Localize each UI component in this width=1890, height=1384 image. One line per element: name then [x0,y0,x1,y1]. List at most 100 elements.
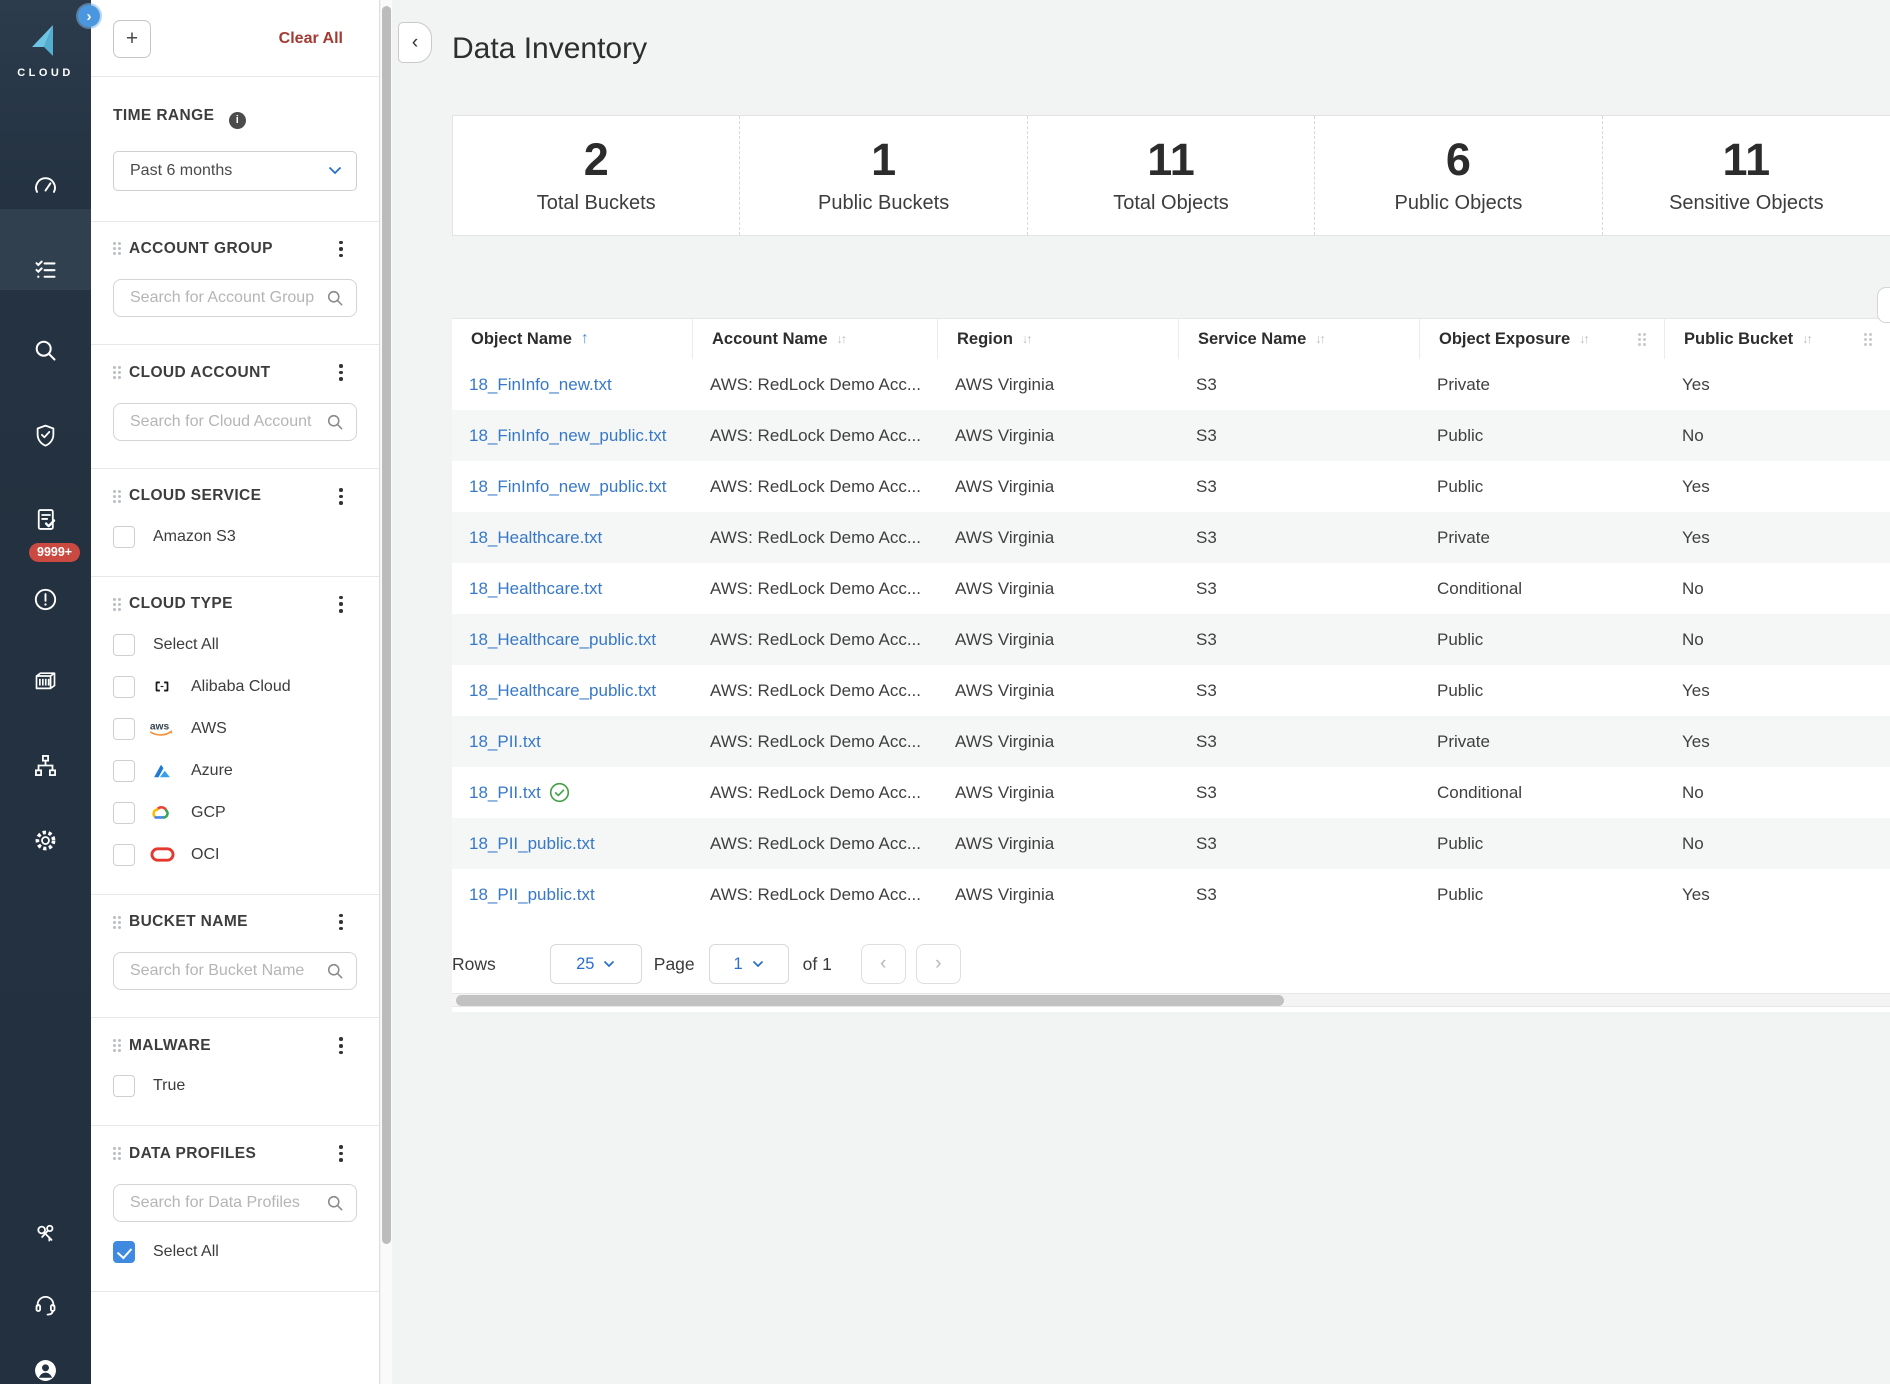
checkbox[interactable] [113,802,135,824]
filter-section-cloud-service: CLOUD SERVICEAmazon S3 [91,469,379,577]
filter-panel-scrollbar-track [381,0,392,1384]
add-filter-button[interactable]: + [113,20,151,58]
object-name-link[interactable]: 18_FinInfo_new_public.txt [469,477,667,497]
cell-object-name: 18_Healthcare_public.txt [452,681,693,701]
kebab-menu-icon[interactable] [337,486,345,507]
expand-panel-button[interactable]: › [78,5,100,27]
checkbox[interactable] [113,760,135,782]
object-name-link[interactable]: 18_PII_public.txt [469,885,595,905]
filter-section-title: CLOUD SERVICE [129,487,261,505]
kebab-menu-icon[interactable] [337,1143,345,1164]
horizontal-scrollbar-track [452,993,1890,1007]
checkbox[interactable] [113,1075,135,1097]
sidebar-item-settings[interactable] [0,811,91,869]
region-text: AWS Virginia [955,834,1054,854]
object-name-link[interactable]: 18_FinInfo_new_public.txt [469,426,667,446]
drag-handle-icon[interactable] [113,242,121,255]
drag-handle-icon[interactable] [113,490,121,503]
kebab-menu-icon[interactable] [337,1035,345,1056]
checkbox[interactable] [113,676,135,698]
time-range-dropdown[interactable]: Past 6 months [113,151,357,191]
filter-option-label: OCI [191,846,219,864]
cell-object-exposure: Public [1420,477,1665,497]
checkbox[interactable] [113,718,135,740]
object-name-link[interactable]: 18_PII_public.txt [469,834,595,854]
object-name-link[interactable]: 18_Healthcare_public.txt [469,630,656,650]
checked-checkbox[interactable] [113,1241,135,1263]
kebab-menu-icon[interactable] [337,594,345,615]
kebab-menu-icon[interactable] [337,239,345,260]
object-exposure-text: Public [1437,630,1483,650]
sort-icon: ↓↑ [1579,332,1588,346]
checkbox[interactable] [113,844,135,866]
bucket-name-search-input[interactable] [113,952,357,990]
checkbox[interactable] [113,634,135,656]
column-header-service-name[interactable]: Service Name↓↑ [1179,319,1420,359]
service-name-text: S3 [1196,579,1217,599]
column-header-account-name[interactable]: Account Name↓↑ [693,319,938,359]
column-header-object-exposure[interactable]: Object Exposure↓↑ [1420,319,1665,359]
drag-handle-icon[interactable] [113,1039,121,1052]
object-name-link[interactable]: 18_PII.txt [469,732,541,752]
edge-panel-button[interactable] [1877,287,1890,323]
object-exposure-text: Public [1437,477,1483,497]
cloud-account-search-input[interactable] [113,403,357,441]
sidebar-item-profile[interactable] [0,1341,91,1384]
kebab-menu-icon[interactable] [337,912,345,933]
horizontal-scrollbar[interactable] [456,995,1284,1006]
settings-gear-icon [32,827,59,854]
data-profiles-search-input[interactable] [113,1184,357,1222]
column-header-public-bucket[interactable]: Public Bucket↓↑ [1665,319,1890,359]
clear-all-button[interactable]: Clear All [279,30,343,48]
public-bucket-text: Yes [1682,477,1710,497]
column-header-object-name[interactable]: Object Name↑ [452,319,693,359]
column-drag-handle-icon[interactable] [1638,333,1646,346]
sidebar-item-compliance[interactable] [0,406,91,464]
chevron-down-icon [328,162,342,180]
filter-panel-scrollbar[interactable] [382,6,391,1244]
collapse-panel-button[interactable]: ‹ [398,22,432,63]
sidebar-item-search[interactable] [0,321,91,379]
filter-option-row: OCI [113,843,357,867]
table-header: Object Name↑Account Name↓↑Region↓↑Servic… [452,319,1890,359]
account-group-search-input[interactable] [113,279,357,317]
object-exposure-text: Public [1437,426,1483,446]
sidebar-item-access-keys[interactable] [0,1205,91,1263]
column-header-region[interactable]: Region↓↑ [938,319,1179,359]
filter-option-row: Azure [113,759,357,783]
page-select[interactable]: 1 [709,944,789,984]
sidebar-item-reports[interactable] [0,490,91,548]
info-icon[interactable]: i [229,112,246,129]
previous-page-button[interactable]: ‹ [861,944,906,984]
sidebar-item-network[interactable] [0,736,91,794]
drag-handle-icon[interactable] [113,1147,121,1160]
drag-handle-icon[interactable] [113,916,121,929]
rows-per-page-select[interactable]: 25 [550,944,642,984]
sidebar-item-dashboard[interactable] [0,157,91,215]
next-page-button[interactable]: › [916,944,961,984]
sidebar-item-compute[interactable] [0,651,91,709]
sidebar-item-support[interactable] [0,1275,91,1333]
magnifier-icon [326,962,344,980]
column-drag-handle-icon[interactable] [1864,333,1872,346]
checkbox[interactable] [113,526,135,548]
page-title: Data Inventory [452,32,647,66]
sidebar-item-alerts[interactable] [0,570,91,628]
kebab-menu-icon[interactable] [337,362,345,383]
cell-object-name: 18_PII.txt [452,732,693,752]
cell-object-name: 18_PII_public.txt [452,885,693,905]
object-name-link[interactable]: 18_PII.txt [469,783,541,803]
object-name-link[interactable]: 18_Healthcare.txt [469,528,602,548]
stat-label: Public Objects [1395,192,1523,215]
object-name-link[interactable]: 18_Healthcare.txt [469,579,602,599]
object-exposure-text: Public [1437,834,1483,854]
drag-handle-icon[interactable] [113,366,121,379]
drag-handle-icon[interactable] [113,598,121,611]
object-name-link[interactable]: 18_FinInfo_new.txt [469,375,612,395]
cell-object-exposure: Public [1420,681,1665,701]
service-name-text: S3 [1196,426,1217,446]
filter-option-row: Select All [113,1240,357,1264]
object-name-link[interactable]: 18_Healthcare_public.txt [469,681,656,701]
cell-object-exposure: Private [1420,375,1665,395]
sidebar-item-inventory[interactable] [0,240,91,298]
